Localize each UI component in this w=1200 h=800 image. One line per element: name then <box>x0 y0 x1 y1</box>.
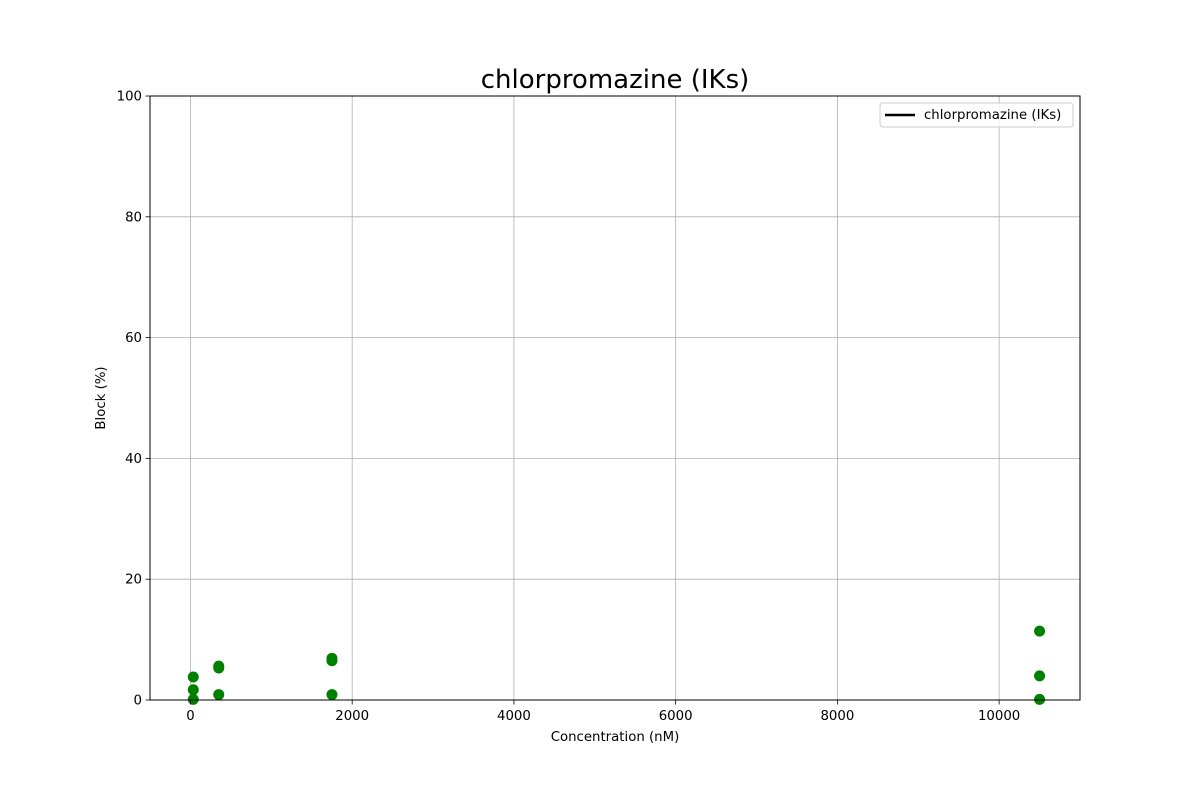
y-tick-label: 20 <box>125 573 142 588</box>
data-point <box>1034 693 1046 705</box>
y-axis-label: Block (%) <box>94 366 109 429</box>
legend-box <box>879 102 1074 128</box>
data-point <box>326 689 338 701</box>
data-point <box>187 671 199 683</box>
data-point <box>187 693 199 705</box>
y-axis-ticks: 0 20 40 60 80 100 <box>117 90 150 709</box>
data-point <box>187 684 199 696</box>
x-tick-label: 8000 <box>820 709 854 724</box>
x-tick-label: 10000 <box>978 709 1020 724</box>
data-point <box>213 662 225 674</box>
chart-title: chlorpromazine (IKs) <box>481 65 750 95</box>
y-tick-label: 60 <box>125 331 142 346</box>
y-tick-label: 0 <box>134 694 142 709</box>
data-points <box>187 625 1046 705</box>
legend: chlorpromazine (IKs) <box>879 102 1074 128</box>
y-tick-label: 40 <box>125 452 142 467</box>
x-axis-ticks: 0 2000 4000 6000 8000 10000 <box>186 700 1020 724</box>
data-point <box>1034 670 1046 682</box>
y-tick-label: 80 <box>125 210 142 225</box>
x-tick-label: 2000 <box>335 709 369 724</box>
data-point <box>1034 625 1046 637</box>
grid-lines <box>150 95 1080 701</box>
x-axis-label: Concentration (nM) <box>551 730 680 745</box>
x-tick-label: 4000 <box>497 709 531 724</box>
x-tick-label: 6000 <box>659 709 693 724</box>
legend-label: chlorpromazine (IKs) <box>924 108 1061 123</box>
y-tick-label: 100 <box>117 90 142 105</box>
data-point <box>326 655 338 667</box>
plot-area-frame <box>149 95 1081 701</box>
x-tick-label: 0 <box>186 709 194 724</box>
data-point <box>213 689 225 701</box>
